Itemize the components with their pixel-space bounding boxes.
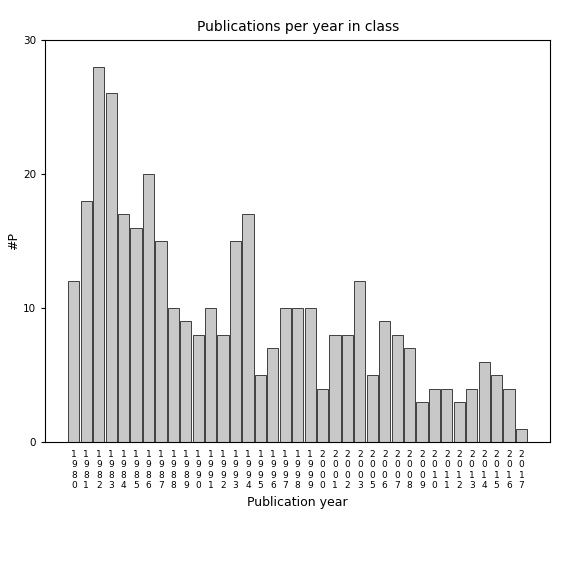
Bar (118, 214, 129, 442)
Bar (317, 388, 328, 442)
Bar (267, 348, 278, 442)
Bar (230, 241, 241, 442)
Bar (205, 308, 216, 442)
Bar (280, 308, 291, 442)
Bar (491, 375, 502, 442)
Bar (329, 335, 341, 442)
Bar (155, 241, 167, 442)
Bar (93, 66, 104, 442)
Bar (392, 335, 403, 442)
Bar (105, 94, 117, 442)
Bar (168, 308, 179, 442)
Bar (143, 174, 154, 442)
Bar (81, 201, 92, 442)
Bar (367, 375, 378, 442)
Bar (479, 362, 490, 442)
Bar (292, 308, 303, 442)
Bar (342, 335, 353, 442)
Bar (304, 308, 316, 442)
Bar (441, 388, 452, 442)
Y-axis label: #P: #P (7, 232, 20, 250)
Bar (68, 281, 79, 442)
Bar (516, 429, 527, 442)
Bar (255, 375, 266, 442)
Bar (130, 227, 142, 442)
Bar (218, 335, 229, 442)
X-axis label: Publication year: Publication year (247, 496, 348, 509)
Bar (354, 281, 365, 442)
Bar (503, 388, 515, 442)
Bar (454, 402, 465, 442)
Bar (429, 388, 440, 442)
Bar (180, 321, 192, 442)
Bar (466, 388, 477, 442)
Bar (242, 214, 253, 442)
Bar (193, 335, 204, 442)
Bar (404, 348, 415, 442)
Bar (379, 321, 390, 442)
Title: Publications per year in class: Publications per year in class (197, 20, 399, 35)
Bar (416, 402, 428, 442)
